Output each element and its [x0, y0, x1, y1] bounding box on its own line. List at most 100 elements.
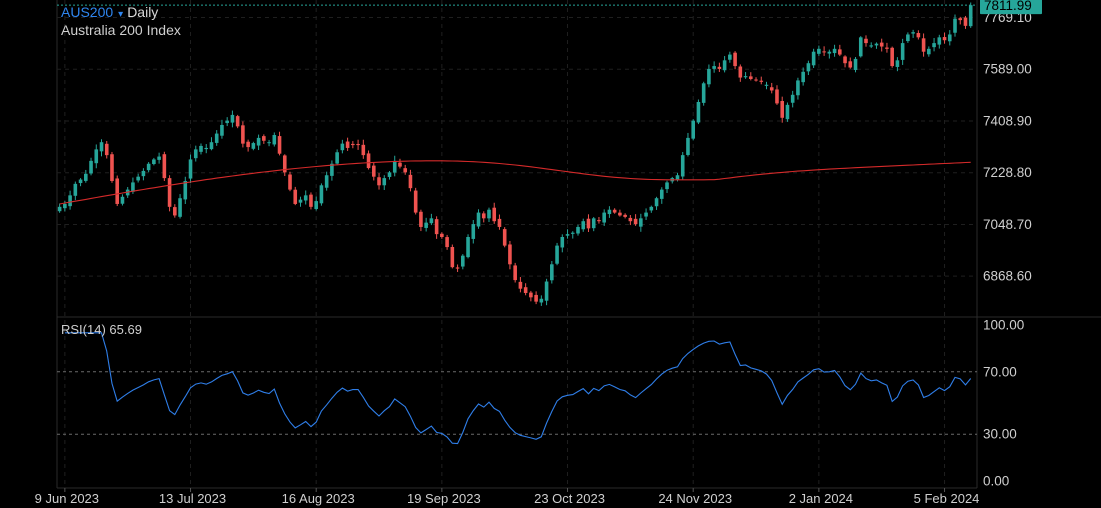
candle — [712, 61, 716, 73]
candle — [811, 48, 816, 68]
candle — [560, 234, 565, 253]
candle-body — [413, 190, 418, 213]
candle — [529, 290, 533, 302]
candle — [340, 139, 345, 154]
price-tick-label: 7589.00 — [983, 62, 1032, 77]
candle-body — [817, 48, 821, 54]
candle-body — [712, 66, 716, 69]
candle — [492, 202, 497, 224]
candle — [173, 204, 177, 218]
candle-body — [330, 163, 334, 176]
candle — [293, 186, 298, 206]
candle-body — [450, 247, 455, 268]
candle — [361, 139, 366, 159]
candle-body — [487, 209, 491, 219]
candle-body — [220, 124, 224, 136]
candle — [152, 157, 156, 166]
candle — [911, 29, 915, 38]
x-tick-label: 9 Jun 2023 — [35, 491, 99, 506]
candle — [220, 119, 224, 139]
rsi-value: 65.69 — [109, 322, 142, 337]
candle-body — [539, 298, 544, 303]
candle — [330, 160, 334, 181]
candle — [937, 34, 942, 49]
candle — [99, 139, 104, 157]
candle-body — [675, 175, 680, 181]
candle-body — [371, 165, 376, 177]
candle — [722, 56, 727, 73]
candle-body — [858, 37, 863, 57]
candle-body — [921, 38, 926, 52]
candle-body — [173, 207, 177, 216]
candle-body — [298, 199, 303, 203]
candle — [89, 157, 93, 176]
candle — [958, 16, 963, 25]
candle — [728, 51, 732, 63]
candle — [115, 175, 120, 207]
candle-body — [440, 233, 444, 237]
symbol-name[interactable]: AUS200 — [61, 4, 114, 20]
candle-body — [162, 154, 167, 179]
candle — [466, 234, 470, 259]
candle-body — [429, 218, 434, 224]
candle-body — [204, 147, 209, 150]
candle — [314, 196, 318, 211]
candle-body — [120, 196, 125, 204]
candle-body — [597, 220, 601, 222]
candle — [298, 196, 303, 207]
candle-body — [801, 71, 805, 83]
candle — [570, 231, 575, 239]
candle — [68, 190, 72, 210]
candle — [947, 30, 952, 46]
candle — [214, 130, 219, 146]
candle — [83, 169, 88, 183]
candle-body — [262, 136, 266, 141]
candle — [649, 205, 654, 213]
candle — [183, 176, 188, 205]
candle-body — [900, 43, 905, 60]
candle-body — [193, 149, 198, 159]
candle — [267, 139, 271, 147]
candle-body — [319, 185, 324, 204]
candle — [848, 57, 853, 69]
candle — [738, 64, 743, 82]
candle-body — [874, 43, 879, 46]
candle — [780, 96, 785, 123]
candle-body — [953, 18, 957, 33]
candle-body — [481, 213, 486, 219]
candle-body — [214, 133, 219, 143]
candle-body — [256, 137, 261, 146]
x-tick-label: 23 Oct 2023 — [534, 491, 605, 506]
candle-body — [110, 154, 114, 181]
candle-body — [649, 206, 654, 211]
symbol-dropdown-icon[interactable]: ▾ — [118, 9, 124, 20]
candle-body — [728, 54, 732, 60]
rsi-tick-label: 30.00 — [983, 427, 1017, 442]
candle — [162, 151, 167, 182]
candle-body — [743, 76, 748, 78]
candle — [303, 190, 308, 205]
moving-average-line — [59, 160, 971, 205]
x-tick-label: 13 Jul 2023 — [159, 491, 226, 506]
candle — [508, 240, 512, 270]
candle-body — [738, 66, 743, 78]
candle-body — [157, 156, 161, 160]
candle — [591, 216, 596, 232]
candle — [309, 192, 313, 210]
candle — [628, 215, 633, 226]
rsi-tick-label: 100.00 — [983, 318, 1024, 333]
candle-body — [246, 141, 250, 148]
candle — [680, 151, 685, 180]
candle-body — [576, 226, 580, 234]
candle-body — [115, 178, 120, 204]
candle-body — [225, 120, 229, 124]
candle-body — [565, 234, 570, 236]
candle-body — [466, 237, 470, 258]
candle — [356, 139, 360, 150]
timeframe-label[interactable]: Daily — [127, 4, 159, 20]
candle-body — [230, 114, 235, 123]
rsi-label: RSI(14) — [61, 322, 106, 337]
candle-body — [340, 143, 345, 151]
x-tick-label: 19 Sep 2023 — [407, 491, 481, 506]
